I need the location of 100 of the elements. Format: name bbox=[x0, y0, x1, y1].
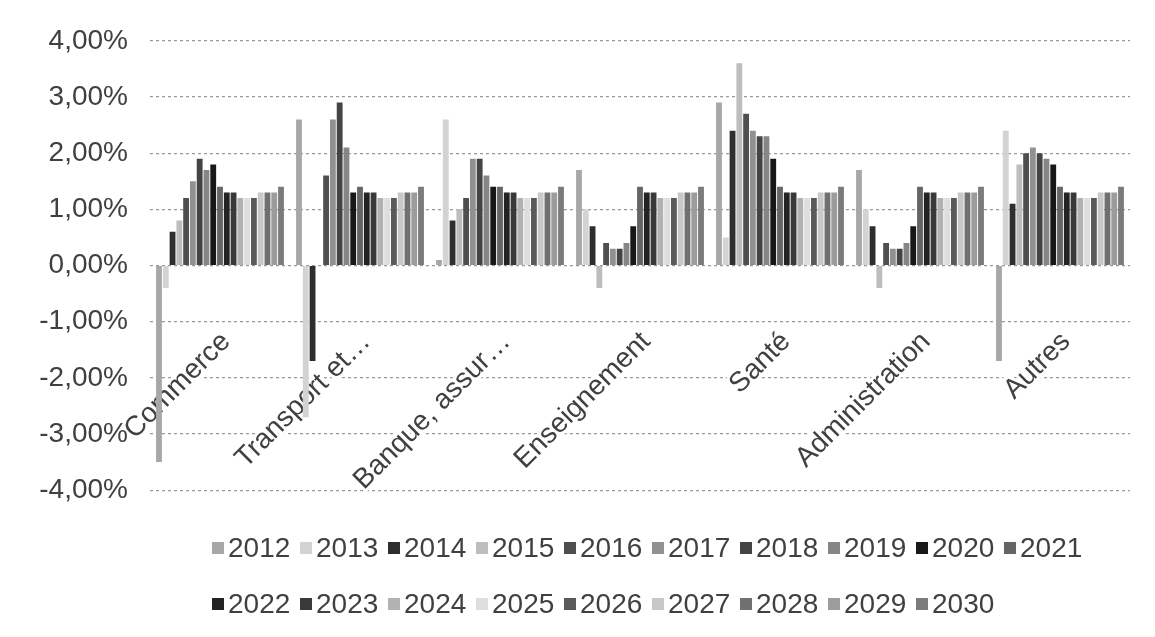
y-tick-label: -2,00% bbox=[39, 360, 128, 392]
bar bbox=[176, 220, 183, 265]
bar bbox=[996, 266, 1002, 361]
bar bbox=[896, 248, 903, 265]
bar bbox=[1077, 198, 1084, 265]
bar bbox=[616, 248, 623, 265]
bar bbox=[210, 164, 217, 265]
bar bbox=[1023, 153, 1030, 265]
y-tick-label: 1,00% bbox=[48, 192, 128, 224]
bar bbox=[217, 186, 223, 265]
bar bbox=[698, 186, 704, 265]
bar bbox=[777, 186, 783, 265]
bar bbox=[756, 136, 763, 265]
bar bbox=[603, 243, 610, 265]
bar bbox=[442, 119, 449, 265]
legend-label: 2015 bbox=[492, 532, 555, 564]
bar bbox=[838, 186, 844, 265]
legend-label: 2029 bbox=[844, 588, 907, 620]
legend-label: 2023 bbox=[316, 588, 379, 620]
legend-label: 2013 bbox=[316, 532, 379, 564]
bar bbox=[237, 198, 244, 265]
legend-label: 2022 bbox=[228, 588, 291, 620]
legend-label: 2028 bbox=[756, 588, 819, 620]
bar bbox=[722, 237, 729, 265]
bar bbox=[937, 198, 944, 265]
bar bbox=[456, 209, 463, 265]
bar bbox=[856, 170, 862, 265]
bar bbox=[162, 266, 169, 288]
legend-label: 2018 bbox=[756, 532, 819, 564]
bar bbox=[323, 175, 330, 265]
bar bbox=[944, 198, 951, 265]
bar bbox=[582, 209, 589, 265]
bar bbox=[643, 192, 650, 265]
bar bbox=[1050, 164, 1057, 265]
bar bbox=[770, 158, 777, 265]
bar bbox=[677, 192, 684, 265]
bar bbox=[296, 119, 302, 265]
bar bbox=[476, 158, 483, 265]
bar bbox=[436, 259, 442, 265]
y-tick-label: -1,00% bbox=[39, 304, 128, 336]
bar bbox=[637, 186, 643, 265]
bar bbox=[716, 102, 722, 265]
bar bbox=[503, 192, 510, 265]
y-tick-label: 4,00% bbox=[48, 23, 128, 55]
y-tick-label: 2,00% bbox=[48, 135, 128, 167]
bar bbox=[1097, 192, 1104, 265]
bar bbox=[196, 158, 203, 265]
bar bbox=[537, 192, 544, 265]
bar bbox=[917, 186, 923, 265]
bar bbox=[336, 102, 343, 265]
legend-label: 2027 bbox=[668, 588, 731, 620]
bar bbox=[350, 192, 357, 265]
bar bbox=[657, 198, 664, 265]
bar bbox=[670, 198, 677, 265]
bar bbox=[418, 186, 424, 265]
legend-label: 2030 bbox=[932, 588, 995, 620]
bar bbox=[497, 186, 503, 265]
bar bbox=[244, 198, 251, 265]
bar bbox=[978, 186, 984, 265]
bar bbox=[530, 198, 537, 265]
bar bbox=[1090, 198, 1097, 265]
legend-label: 2016 bbox=[580, 532, 643, 564]
legend-label: 2020 bbox=[932, 532, 995, 564]
bar bbox=[1118, 186, 1124, 265]
y-tick-label: 0,00% bbox=[48, 248, 128, 280]
bar bbox=[363, 192, 370, 265]
legend-label: 2026 bbox=[580, 588, 643, 620]
legend-label: 2014 bbox=[404, 532, 467, 564]
bar bbox=[876, 266, 883, 288]
bar bbox=[517, 198, 524, 265]
bar bbox=[957, 192, 964, 265]
bar bbox=[664, 198, 671, 265]
bar bbox=[1084, 198, 1091, 265]
bar bbox=[630, 226, 637, 265]
bar bbox=[910, 226, 917, 265]
bar bbox=[783, 192, 790, 265]
bar bbox=[883, 243, 890, 265]
bar bbox=[390, 198, 397, 265]
bar bbox=[1036, 153, 1043, 265]
legend-label: 2017 bbox=[668, 532, 731, 564]
bar bbox=[1016, 164, 1023, 265]
bar bbox=[1063, 192, 1070, 265]
bar bbox=[862, 209, 869, 265]
bar bbox=[576, 170, 582, 265]
bar bbox=[736, 63, 743, 265]
bar bbox=[250, 198, 257, 265]
legend-label: 2012 bbox=[228, 532, 291, 564]
bar bbox=[596, 266, 603, 288]
bar bbox=[463, 198, 470, 265]
bar bbox=[817, 192, 824, 265]
bar bbox=[950, 198, 957, 265]
legend-label: 2019 bbox=[844, 532, 907, 564]
legend-label: 2024 bbox=[404, 588, 467, 620]
legend-label: 2025 bbox=[492, 588, 555, 620]
bar bbox=[797, 198, 804, 265]
bar bbox=[490, 186, 497, 265]
bar bbox=[743, 113, 750, 265]
bar bbox=[804, 198, 811, 265]
bar bbox=[357, 186, 363, 265]
y-tick-label: -4,00% bbox=[39, 472, 128, 504]
